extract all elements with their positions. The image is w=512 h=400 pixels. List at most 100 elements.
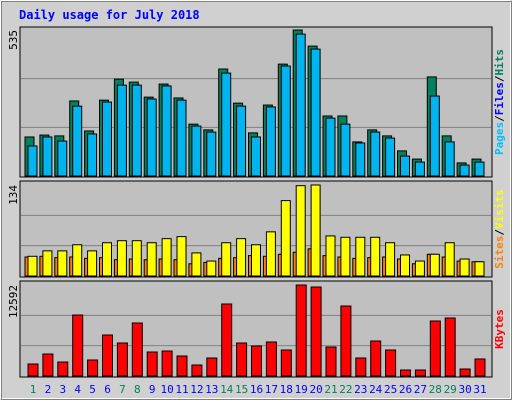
- x-tick-label: 14: [220, 383, 234, 396]
- x-tick-label: 11: [175, 383, 188, 396]
- bar: [131, 322, 143, 377]
- bar: [429, 95, 440, 177]
- bar: [176, 99, 187, 177]
- bar: [176, 236, 187, 277]
- bar: [340, 123, 351, 177]
- x-tick-label: 8: [134, 383, 141, 396]
- x-tick-label: 1: [30, 383, 37, 396]
- bar: [295, 33, 306, 177]
- bar: [72, 105, 83, 177]
- bar: [251, 244, 261, 277]
- x-tick-label: 4: [74, 383, 81, 396]
- bar: [236, 105, 247, 177]
- x-tick-label: 10: [160, 383, 173, 396]
- x-tick-label: 26: [399, 383, 412, 396]
- bar: [459, 368, 471, 377]
- x-tick-label: 3: [59, 383, 66, 396]
- side-label-text: Pages: [493, 122, 506, 155]
- side-label-separator: /: [493, 115, 506, 122]
- x-tick-label: 16: [250, 383, 263, 396]
- bar: [370, 340, 382, 377]
- x-tick-label: 9: [149, 383, 156, 396]
- bar: [251, 345, 262, 377]
- bar: [102, 334, 113, 377]
- bar: [474, 161, 485, 177]
- bar: [325, 235, 336, 277]
- bar: [87, 133, 98, 177]
- bar: [87, 359, 99, 377]
- bar: [191, 364, 203, 377]
- bar: [310, 286, 322, 377]
- x-tick-label: 25: [384, 383, 397, 396]
- bar: [146, 351, 158, 377]
- x-tick-label: 31: [473, 383, 486, 396]
- bar: [131, 240, 142, 277]
- bar: [414, 161, 425, 177]
- bar: [414, 260, 425, 277]
- bar: [459, 258, 470, 277]
- bar: [325, 346, 337, 377]
- side-label: KBytes: [493, 309, 506, 349]
- bar: [116, 240, 127, 277]
- bar: [400, 369, 411, 377]
- bar: [161, 238, 172, 277]
- bar: [474, 261, 485, 277]
- bar: [102, 101, 112, 177]
- x-tick-label: 17: [265, 383, 278, 396]
- bar: [161, 85, 172, 177]
- x-tick-label: 21: [324, 383, 337, 396]
- bar: [400, 254, 410, 277]
- bar: [265, 231, 276, 277]
- y-tick-label: 12592: [7, 285, 20, 318]
- bar: [459, 164, 470, 177]
- bar: [310, 48, 321, 177]
- x-tick-label: 19: [295, 383, 308, 396]
- bar: [57, 140, 68, 177]
- x-tick-label: 2: [45, 383, 52, 396]
- bar: [221, 303, 233, 377]
- x-tick-label: 7: [119, 383, 126, 396]
- side-label-text: Files: [493, 82, 506, 115]
- bar: [429, 320, 441, 377]
- bar: [385, 137, 396, 177]
- bar: [27, 255, 38, 277]
- bar: [280, 349, 292, 377]
- bar: [355, 142, 366, 177]
- bar: [251, 136, 261, 177]
- bar: [206, 260, 217, 277]
- bar: [57, 250, 68, 277]
- bar: [161, 350, 173, 377]
- bar: [325, 117, 336, 177]
- x-tick-label: 29: [444, 383, 457, 396]
- bar: [116, 342, 128, 377]
- x-tick-label: 20: [309, 383, 322, 396]
- bar: [206, 131, 217, 177]
- bar: [340, 305, 352, 377]
- side-label-text: Hits: [493, 49, 506, 76]
- x-tick-label: 12: [190, 383, 203, 396]
- bar: [265, 106, 276, 177]
- x-tick-label: 28: [429, 383, 442, 396]
- side-label-text: KBytes: [493, 309, 506, 349]
- bar: [265, 341, 277, 377]
- bar: [370, 131, 381, 177]
- bar: [146, 98, 157, 177]
- bar: [340, 236, 351, 277]
- bar: [280, 65, 291, 177]
- bar: [42, 136, 53, 177]
- x-tick-label: 22: [339, 383, 352, 396]
- bar: [42, 353, 54, 377]
- side-label: Sites/Visits: [493, 189, 506, 269]
- bar: [191, 125, 202, 177]
- side-label-separator: /: [493, 229, 506, 236]
- bar: [236, 342, 248, 377]
- bar: [72, 314, 84, 377]
- bar: [400, 155, 410, 177]
- bar: [295, 284, 307, 377]
- y-tick-label: 535: [7, 30, 20, 50]
- x-tick-label: 6: [104, 383, 111, 396]
- bar: [206, 357, 218, 377]
- bar: [146, 242, 157, 277]
- bar: [385, 242, 396, 277]
